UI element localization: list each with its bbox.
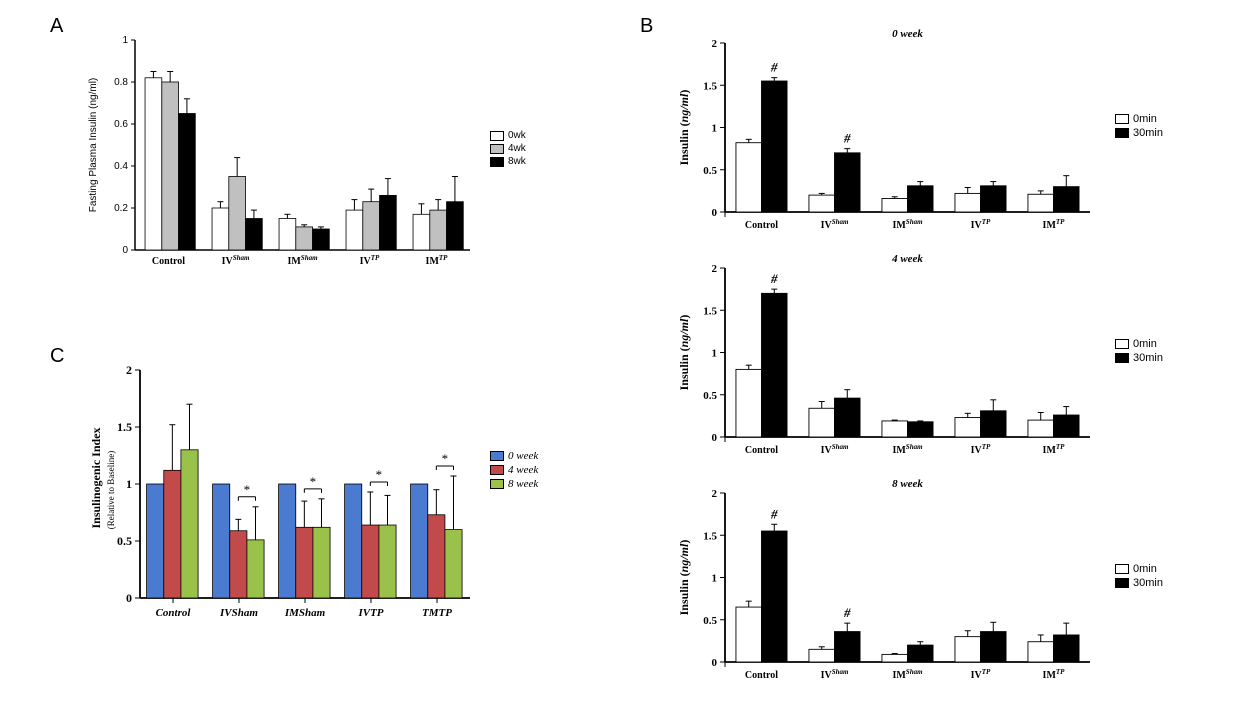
svg-text:0: 0 [122,245,128,256]
legend-b-1: 0min30min [1115,338,1163,366]
svg-text:Fasting Plasma Insulin (ng/ml): Fasting Plasma Insulin (ng/ml) [88,78,99,213]
svg-text:IMSham: IMSham [284,607,326,619]
svg-text:1: 1 [126,477,132,491]
svg-text:1: 1 [712,573,718,585]
svg-text:IMSham: IMSham [892,443,923,456]
svg-text:IVSham: IVSham [219,607,258,619]
svg-text:IVTP: IVTP [971,443,991,456]
svg-text:IMSham: IMSham [892,668,923,681]
svg-text:IMTP: IMTP [426,254,449,267]
svg-text:0.6: 0.6 [114,119,128,130]
svg-text:Insulin (ng/ml): Insulin (ng/ml) [677,540,691,616]
svg-text:1: 1 [712,348,718,360]
legend-c: 0 week4 week8 week [490,450,538,492]
svg-text:2: 2 [712,38,718,50]
svg-text:Control: Control [156,607,192,619]
svg-text:1: 1 [122,35,128,46]
svg-text:0 week: 0 week [892,28,923,40]
svg-text:*: * [244,482,251,497]
svg-text:IVSham: IVSham [821,443,849,456]
svg-text:IMSham: IMSham [892,218,923,231]
svg-text:0.5: 0.5 [703,615,717,627]
svg-text:Insulin (ng/ml): Insulin (ng/ml) [677,315,691,391]
svg-text:1.5: 1.5 [703,530,717,542]
svg-text:0: 0 [712,657,718,669]
svg-text:IVTP: IVTP [971,668,991,681]
svg-text:*: * [442,451,449,466]
svg-text:0: 0 [712,207,718,219]
svg-text:IVSham: IVSham [821,668,849,681]
panel-b-label: B [640,15,653,38]
svg-text:4 week: 4 week [891,253,923,265]
panel-a-label: A [50,15,63,38]
svg-text:1.5: 1.5 [703,80,717,92]
panel-c: C 0 0.5 1 1.5 2 Insulinogenic Index(Relative … [50,340,580,640]
svg-text:Control: Control [745,445,778,456]
legend-b-0: 0min30min [1115,113,1163,141]
svg-text:IVTP: IVTP [971,218,991,231]
svg-text:0: 0 [712,432,718,444]
svg-text:IVTP: IVTP [360,254,380,267]
svg-text:1.5: 1.5 [703,305,717,317]
svg-text:Insulin (ng/ml): Insulin (ng/ml) [677,90,691,166]
legend-b-2: 0min30min [1115,563,1163,591]
svg-text:IVTP: IVTP [357,607,383,619]
svg-text:*: * [310,474,317,489]
chart-b-sub-1: 4 week 0 0.5 1 1.5 2 Insulin (ng/ml) # Control IV… [670,250,1100,465]
svg-text:*: * [376,467,383,482]
svg-text:Control: Control [152,256,185,267]
svg-text:Control: Control [745,670,778,681]
svg-text:8 week: 8 week [892,478,923,490]
svg-text:IVSham: IVSham [821,218,849,231]
svg-text:2: 2 [126,363,132,377]
svg-text:IMTP: IMTP [1043,668,1066,681]
svg-text:0.4: 0.4 [114,161,128,172]
svg-text:0: 0 [126,591,132,605]
panel-a: A 0 0.2 0.4 0.6 0.8 1 Fasting Plasma Insulin (… [50,10,580,280]
svg-text:Control: Control [745,220,778,231]
chart-a: 0 0.2 0.4 0.6 0.8 1 Fasting Plasma Insulin (ng… [80,30,480,280]
svg-text:0.5: 0.5 [117,534,132,548]
panel-b: B 0 week 0 0.5 1 1.5 2 Insulin (ng/ml) # Control… [640,10,1220,700]
svg-text:IMTP: IMTP [1043,443,1066,456]
chart-b-sub-0: 0 week 0 0.5 1 1.5 2 Insulin (ng/ml) # Control # I… [670,25,1100,240]
svg-text:IMTP: IMTP [1043,218,1066,231]
svg-text:IVSham: IVSham [222,254,250,267]
svg-text:#: # [843,605,851,620]
chart-c: 0 0.5 1 1.5 2 Insulinogenic Index(Relative to… [80,360,480,630]
svg-text:IMSham: IMSham [287,254,318,267]
panel-c-label: C [50,345,64,368]
svg-text:#: # [770,506,778,521]
svg-text:Insulinogenic Index: Insulinogenic Index [89,427,103,528]
svg-text:1: 1 [712,123,718,135]
svg-text:(Relative to Baseline): (Relative to Baseline) [106,451,116,529]
svg-text:#: # [770,60,778,75]
svg-text:0.5: 0.5 [703,390,717,402]
svg-text:0.5: 0.5 [703,165,717,177]
legend-a: 0wk4wk8wk [490,130,526,169]
svg-text:#: # [770,271,778,286]
svg-text:0.2: 0.2 [114,203,128,214]
svg-text:2: 2 [712,263,718,275]
svg-text:1.5: 1.5 [117,420,132,434]
svg-text:#: # [843,131,851,146]
svg-text:0.8: 0.8 [114,77,128,88]
svg-text:2: 2 [712,488,718,500]
chart-b-sub-2: 8 week 0 0.5 1 1.5 2 Insulin (ng/ml) # Control # I… [670,475,1100,690]
svg-text:TMTP: TMTP [422,607,452,619]
